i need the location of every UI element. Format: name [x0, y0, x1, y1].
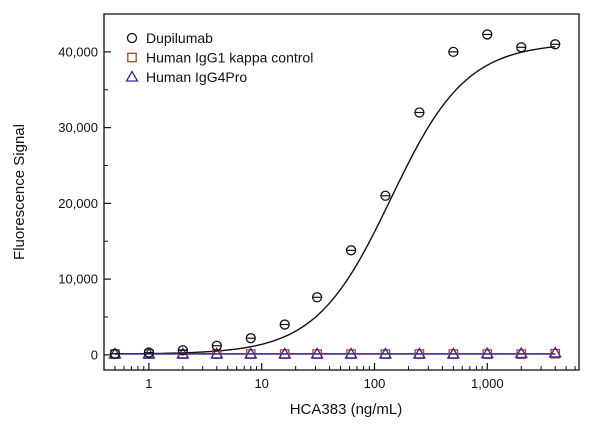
- triangle-marker: [344, 347, 358, 359]
- legend-marker: [127, 52, 137, 63]
- legend-marker: [126, 32, 138, 44]
- legend-label: Dupilumab: [146, 30, 213, 46]
- data-point: [176, 347, 190, 359]
- x-axis: 1 10 100 1,000: [103, 363, 576, 391]
- x-tick-label: 100: [364, 376, 386, 391]
- data-point: [278, 347, 292, 359]
- triangle-marker: [514, 346, 528, 359]
- triangle-marker: [412, 347, 427, 359]
- triangle-marker: [278, 347, 292, 359]
- data-point: [482, 29, 493, 40]
- data-point: [548, 346, 562, 358]
- triangle-marker: [480, 346, 494, 359]
- triangle-marker: [142, 347, 156, 359]
- data-point: [244, 347, 258, 359]
- y-axis-title: Fluorescence Signal: [11, 124, 28, 260]
- y-tick-label: 0: [91, 347, 98, 362]
- data-point: [378, 347, 393, 359]
- data-point: [344, 347, 358, 359]
- data-point: [177, 345, 188, 356]
- data-point: [143, 347, 155, 358]
- legend-label: Human IgG4Pro: [146, 69, 247, 85]
- data-point: [142, 347, 156, 359]
- x-tick-label: 1,000: [471, 376, 504, 391]
- square-marker: [127, 52, 137, 63]
- data-point: [279, 319, 290, 330]
- y-axis: 0 10,000 20,000 30,000 40,000: [58, 44, 111, 362]
- data-point: [446, 347, 460, 359]
- y-tick-label: 40,000: [58, 44, 98, 59]
- y-tick-label: 10,000: [58, 272, 98, 287]
- data-point: [514, 346, 528, 359]
- data-point: [109, 348, 121, 359]
- triangle-marker: [210, 347, 224, 359]
- data-point: [310, 347, 324, 359]
- data-point: [516, 42, 527, 53]
- x-tick-label: 1: [145, 376, 152, 391]
- data-point: [414, 107, 425, 118]
- triangle-marker: [310, 347, 324, 359]
- legend-marker: [125, 70, 139, 82]
- legend: Dupilumab Human IgG1 kappa control Human I…: [125, 30, 313, 85]
- legend-label: Human IgG1 kappa control: [146, 50, 313, 66]
- fit-curves: [114, 46, 556, 355]
- triangle-marker: [378, 347, 393, 359]
- data-point: [412, 347, 427, 359]
- data-point: [245, 333, 256, 344]
- triangle-marker: [176, 347, 190, 359]
- data-point: [480, 346, 494, 359]
- x-axis-title: HCA383 (ng/mL): [290, 401, 403, 418]
- fit-curve: [114, 46, 556, 355]
- y-tick-label: 20,000: [58, 196, 98, 211]
- data-point: [345, 245, 357, 256]
- x-tick-label: 10: [254, 376, 268, 391]
- data-points: [108, 29, 562, 359]
- circle-marker: [126, 32, 138, 44]
- triangle-marker: [548, 346, 562, 358]
- triangle-marker: [125, 70, 139, 82]
- data-point: [380, 190, 391, 201]
- data-point: [311, 292, 323, 303]
- triangle-marker: [446, 347, 460, 359]
- y-tick-label: 30,000: [58, 120, 98, 135]
- triangle-marker: [244, 347, 258, 359]
- data-point: [210, 347, 224, 359]
- data-point: [211, 340, 222, 351]
- data-point: [550, 39, 561, 50]
- data-point: [448, 46, 459, 58]
- plot-frame: [103, 13, 580, 371]
